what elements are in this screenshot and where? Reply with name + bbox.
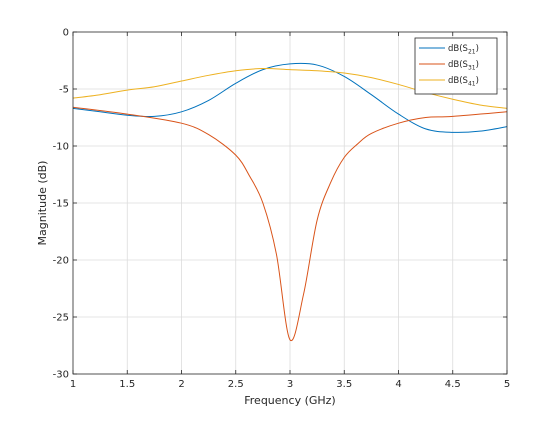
legend-label-close: ) xyxy=(476,76,479,86)
y-axis-label: Magnitude (dB) xyxy=(36,161,49,246)
x-axis-label: Frequency (GHz) xyxy=(244,394,335,407)
x-tick-label: 3.5 xyxy=(336,379,352,390)
legend-label-close: ) xyxy=(476,60,479,70)
legend-label-subscript: 41 xyxy=(468,81,476,88)
x-tick-label: 4 xyxy=(395,379,401,390)
x-tick-label: 3 xyxy=(287,379,293,390)
legend-label-close: ) xyxy=(476,44,479,54)
series-line-db-s41 xyxy=(72,67,508,109)
legend-label-subscript: 31 xyxy=(468,65,476,72)
legend: dB(S21)dB(S31)dB(S41) xyxy=(414,37,498,95)
y-tick-label: -25 xyxy=(53,313,69,324)
x-tick-label: 5 xyxy=(504,379,510,390)
y-tick-label: -10 xyxy=(53,142,69,153)
y-tick-label: -5 xyxy=(59,85,69,96)
legend-label: dB(S31) xyxy=(448,60,479,72)
x-tick-label: 1 xyxy=(70,379,76,390)
legend-label-subscript: 21 xyxy=(468,49,476,56)
y-tick-label: -15 xyxy=(53,199,69,210)
legend-label-main: dB(S xyxy=(448,44,468,54)
series-line-db-s31 xyxy=(72,106,508,342)
x-tick-label: 4.5 xyxy=(445,379,461,390)
y-tick-label: 0 xyxy=(63,28,69,39)
y-tick-label: -30 xyxy=(53,370,69,381)
y-tick-label: -20 xyxy=(53,256,69,267)
legend-box xyxy=(414,37,498,95)
x-tick-label: 2 xyxy=(178,379,184,390)
x-tick-label: 1.5 xyxy=(119,379,135,390)
x-tick-label: 2.5 xyxy=(228,379,244,390)
legend-label: dB(S41) xyxy=(448,76,479,88)
legend-label-main: dB(S xyxy=(448,76,468,86)
series-group xyxy=(72,62,508,342)
legend-label: dB(S21) xyxy=(448,44,479,56)
legend-label-main: dB(S xyxy=(448,60,468,70)
ticks: 1 1.5 2 2.5 3 3.5 4 4.5 5 0 -5 -10 -15 -20 -25 -30 xyxy=(53,28,511,391)
